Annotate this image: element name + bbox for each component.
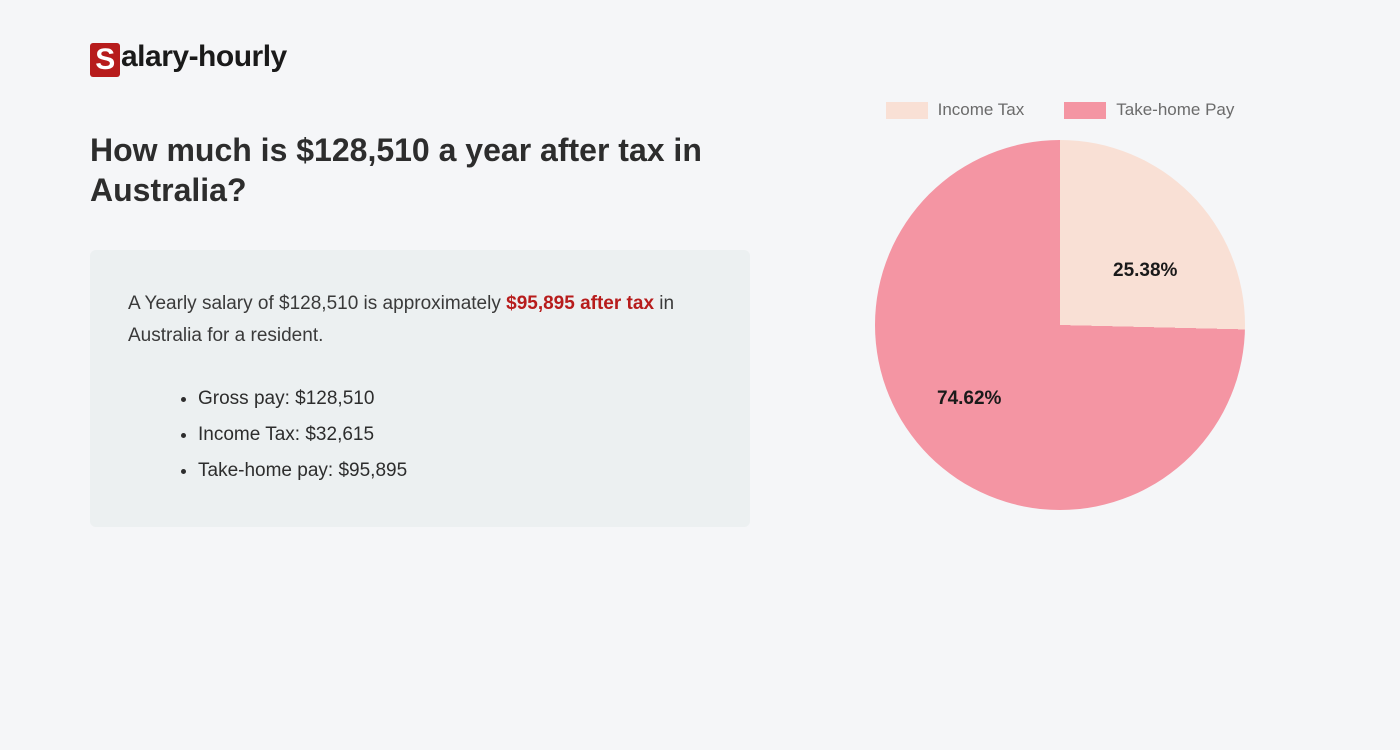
legend-label: Take-home Pay (1116, 100, 1234, 120)
slice-label-income-tax: 25.38% (1113, 260, 1177, 282)
logo-badge: S (90, 43, 120, 77)
summary-box: A Yearly salary of $128,510 is approxima… (90, 250, 750, 527)
slice-label-take-home: 74.62% (937, 388, 1001, 410)
breakdown-list: Gross pay: $128,510 Income Tax: $32,615 … (128, 381, 712, 489)
legend-swatch (886, 102, 928, 119)
legend-label: Income Tax (938, 100, 1025, 120)
page-title: How much is $128,510 a year after tax in… (90, 130, 750, 210)
legend-item-income-tax: Income Tax (886, 100, 1025, 120)
list-item: Gross pay: $128,510 (198, 381, 712, 417)
legend-item-take-home: Take-home Pay (1064, 100, 1234, 120)
summary-highlight: $95,895 after tax (506, 293, 654, 314)
pie-chart: 25.38% 74.62% (875, 140, 1245, 510)
main-content: How much is $128,510 a year after tax in… (90, 130, 750, 527)
chart-legend: Income Tax Take-home Pay (820, 100, 1300, 120)
summary-text: A Yearly salary of $128,510 is approxima… (128, 288, 712, 353)
logo-text: alary-hourly (121, 40, 287, 73)
list-item: Take-home pay: $95,895 (198, 453, 712, 489)
legend-swatch (1064, 102, 1106, 119)
summary-pre: A Yearly salary of $128,510 is approxima… (128, 293, 506, 314)
list-item: Income Tax: $32,615 (198, 417, 712, 453)
pie-graphic (875, 140, 1245, 510)
site-logo: Salary-hourly (90, 40, 287, 77)
pie-chart-region: Income Tax Take-home Pay 25.38% 74.62% (820, 100, 1300, 510)
